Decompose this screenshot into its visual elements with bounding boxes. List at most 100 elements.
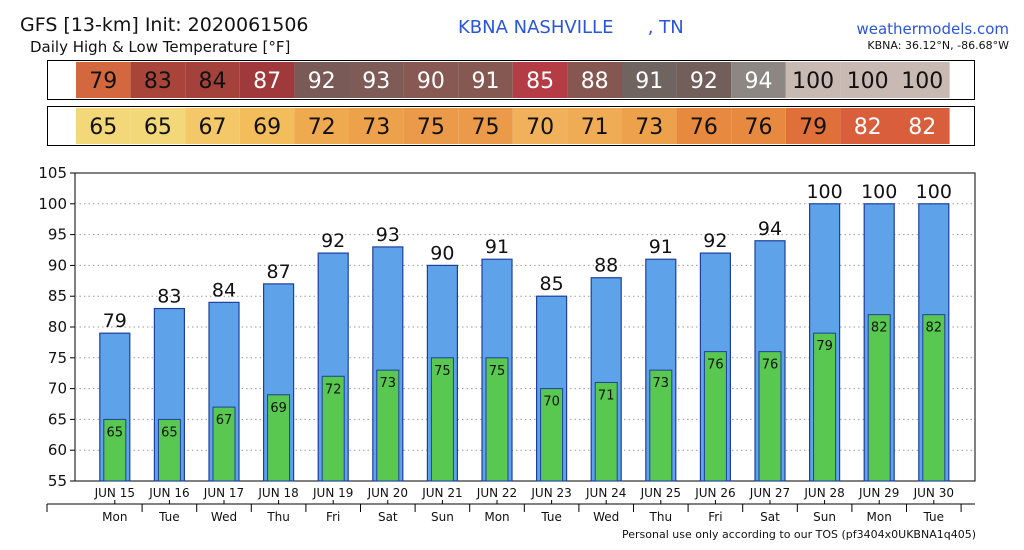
high-temp-cell-value: 84	[199, 69, 227, 94]
x-tick-label-date: JUN 23	[530, 486, 571, 500]
high-temp-label: 88	[594, 255, 618, 277]
high-temp-cell	[349, 62, 404, 98]
low-temp-label: 82	[926, 321, 943, 336]
low-temp-cell	[512, 108, 568, 144]
high-temp-label: 92	[321, 230, 345, 252]
high-temp-cell-value: 92	[690, 69, 718, 94]
low-temp-cell-value: 65	[144, 115, 172, 140]
x-tick-label-date: JUN 26	[694, 486, 735, 500]
high-temp-label: 100	[916, 181, 952, 203]
y-tick-label: 70	[48, 380, 67, 398]
low-temp-cell	[458, 108, 513, 144]
x-tick-label-date: JUN 24	[585, 486, 626, 500]
low-temp-label: 73	[653, 376, 670, 391]
high-temp-cell	[130, 62, 186, 98]
y-tick-label: 75	[48, 349, 67, 367]
low-temp-bar	[157, 418, 181, 482]
low-temp-bar	[376, 369, 400, 482]
high-temp-cell-value: 88	[581, 69, 609, 94]
x-tick-label-weekday: Mon	[484, 510, 509, 524]
x-tick-label-weekday: Mon	[102, 510, 127, 524]
low-temp-label: 72	[325, 382, 342, 397]
station-coordinates: KBNA: 36.12°N, -86.68°W	[867, 39, 1009, 52]
high-temp-cell	[840, 62, 895, 98]
high-temp-cell-value: 79	[89, 69, 117, 94]
high-temp-label: 100	[806, 181, 842, 203]
low-temp-cell-value: 82	[854, 115, 882, 140]
high-temp-cell	[239, 62, 295, 98]
x-tick-label-date: JUN 27	[749, 486, 790, 500]
x-tick-label-weekday: Tue	[923, 510, 945, 524]
low-temp-cell	[76, 108, 131, 144]
y-tick-label: 90	[48, 256, 67, 274]
low-temp-cell	[567, 108, 622, 144]
low-temp-label: 79	[816, 339, 833, 354]
x-tick-label-date: JUN 15	[94, 486, 135, 500]
low-temp-label: 73	[380, 376, 397, 391]
low-temp-cell	[130, 108, 186, 144]
low-temp-label: 69	[270, 401, 287, 416]
high-temp-label: 90	[430, 242, 454, 264]
high-temp-cell	[76, 62, 131, 98]
low-temp-cell-value: 69	[253, 115, 281, 140]
x-tick-label-date: JUN 19	[312, 486, 353, 500]
low-temp-bar	[321, 375, 345, 482]
tos-note: Personal use only according to our TOS (…	[622, 528, 976, 541]
low-temp-bar	[594, 381, 618, 482]
high-temp-label: 91	[649, 236, 673, 258]
high-temp-label: 85	[540, 273, 564, 295]
y-tick-label: 85	[48, 287, 67, 305]
high-temp-label: 91	[485, 236, 509, 258]
high-temp-label: 83	[157, 286, 181, 308]
x-tick-label-weekday: Sun	[813, 510, 836, 524]
high-temp-cell	[294, 62, 349, 98]
low-temp-cell	[895, 108, 950, 144]
low-temp-cell	[731, 108, 786, 144]
x-tick-label-weekday: Tue	[540, 510, 562, 524]
y-tick-label: 100	[38, 195, 67, 213]
y-tick-label: 80	[48, 318, 67, 336]
high-temp-cell-value: 94	[745, 69, 773, 94]
x-tick-label-weekday: Sun	[431, 510, 454, 524]
x-tick-label-weekday: Fri	[708, 510, 722, 524]
x-tick-label-weekday: Mon	[867, 510, 892, 524]
high-temp-cell	[185, 62, 240, 98]
low-temp-cell-value: 73	[635, 115, 663, 140]
x-tick-label-weekday: Wed	[211, 510, 237, 524]
low-temp-label: 65	[161, 425, 178, 440]
low-temp-cell-value: 79	[799, 115, 827, 140]
high-temp-cell	[403, 62, 459, 98]
low-temp-label: 71	[598, 388, 615, 403]
low-temp-bar	[813, 332, 837, 482]
low-temp-cell-value: 65	[89, 115, 117, 140]
high-temp-cell	[785, 62, 841, 98]
x-tick-label-weekday: Tue	[158, 510, 180, 524]
x-tick-label-weekday: Thu	[649, 510, 673, 524]
low-temp-cell	[840, 108, 895, 144]
high-temp-label: 94	[758, 218, 782, 240]
low-temp-cell	[185, 108, 240, 144]
high-temp-cell-value: 100	[792, 69, 834, 94]
low-temp-label: 70	[543, 395, 560, 410]
high-temp-cell-value: 83	[144, 69, 172, 94]
x-tick-label-date: JUN 30	[913, 486, 954, 500]
low-temp-label: 75	[489, 364, 506, 379]
high-temp-label: 87	[267, 261, 291, 283]
high-temp-cell-value: 100	[847, 69, 889, 94]
x-tick-label-weekday: Fri	[326, 510, 340, 524]
low-temp-cell-value: 75	[417, 115, 445, 140]
low-temp-label: 76	[762, 358, 779, 373]
low-temp-label: 82	[871, 321, 888, 336]
x-tick-label-date: JUN 25	[640, 486, 681, 500]
high-temp-label: 79	[103, 310, 127, 332]
low-temp-cell	[294, 108, 349, 144]
high-temp-cell-value: 90	[417, 69, 445, 94]
x-tick-label-weekday: Wed	[593, 510, 619, 524]
low-temp-cell	[676, 108, 732, 144]
low-temp-cell	[622, 108, 677, 144]
low-temp-bar	[212, 406, 236, 482]
low-temp-cell-value: 71	[581, 115, 609, 140]
high-temp-cell	[895, 62, 950, 98]
x-tick-label-weekday: Sat	[378, 510, 398, 524]
high-temp-cell-value: 85	[526, 69, 554, 94]
